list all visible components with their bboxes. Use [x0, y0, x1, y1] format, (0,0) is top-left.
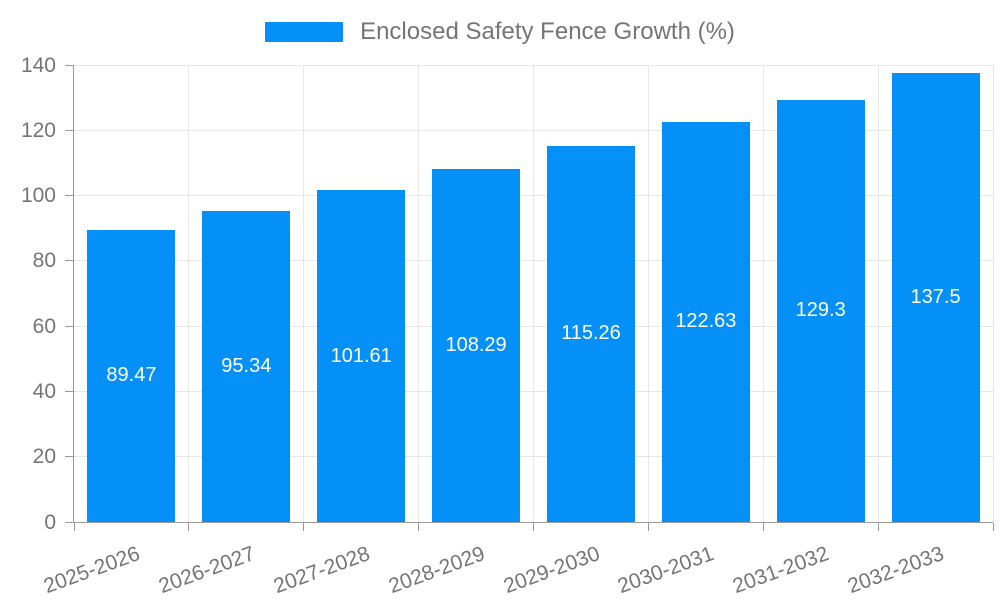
y-axis-tick-label: 0 — [44, 510, 56, 534]
y-axis-tick-label: 20 — [32, 445, 56, 469]
x-axis-tick-label: 2025-2026 — [40, 542, 143, 599]
x-gridline — [303, 65, 305, 522]
legend[interactable]: Enclosed Safety Fence Growth (%) — [0, 15, 1000, 49]
y-axis-tick-label: 100 — [20, 184, 56, 208]
y-tick — [65, 64, 73, 66]
bar[interactable]: 115.26 — [546, 145, 635, 522]
bar-value-label: 129.3 — [795, 299, 846, 322]
x-gridline — [418, 65, 420, 522]
bar-value-label: 101.61 — [330, 344, 392, 367]
bar-value-label: 108.29 — [445, 333, 507, 356]
legend-swatch — [265, 22, 344, 42]
x-gridline — [992, 65, 994, 522]
plot-area: 0 20 40 60 80 100 120 140 89.47 95.34 101.61 108.29… — [21, 55, 994, 598]
x-tick — [303, 523, 305, 531]
y-axis-tick-label: 60 — [32, 314, 56, 338]
y-axis-tick-label: 120 — [20, 118, 56, 142]
bar[interactable]: 89.47 — [87, 229, 176, 522]
y-tick — [65, 195, 73, 197]
x-tick — [992, 523, 994, 531]
x-tick — [762, 523, 764, 531]
bar[interactable]: 137.5 — [891, 73, 980, 522]
bar[interactable]: 122.63 — [661, 121, 750, 522]
x-gridline — [877, 65, 879, 522]
x-gridline — [188, 65, 190, 522]
bar[interactable]: 108.29 — [432, 168, 521, 522]
y-tick — [65, 390, 73, 392]
bar[interactable]: 101.61 — [317, 190, 406, 522]
x-tick — [418, 523, 420, 531]
x-gridline — [647, 65, 649, 522]
x-axis-tick-label: 2026-2027 — [155, 542, 258, 599]
x-axis-tick-label: 2030-2031 — [615, 542, 718, 599]
y-tick — [65, 521, 73, 523]
bar-value-label: 95.34 — [221, 354, 272, 377]
x-axis-tick-label: 2027-2028 — [270, 542, 373, 599]
y-axis-tick-label: 80 — [32, 249, 56, 273]
x-axis-tick-label: 2029-2030 — [500, 542, 603, 599]
x-gridline — [533, 65, 534, 522]
bar[interactable]: 129.3 — [776, 99, 865, 522]
y-axis-tick-label: 140 — [20, 53, 56, 77]
x-tick — [877, 523, 879, 531]
x-axis-tick-label: 2031-2032 — [729, 542, 833, 599]
x-axis-tick-label: 2028-2029 — [385, 542, 488, 599]
bar[interactable]: 95.34 — [202, 210, 291, 522]
x-tick — [647, 523, 649, 531]
x-gridline — [762, 65, 764, 522]
y-tick — [65, 325, 73, 327]
bar-value-label: 115.26 — [561, 322, 621, 345]
x-tick — [533, 523, 534, 531]
legend-label: Enclosed Safety Fence Growth (%) — [360, 18, 735, 45]
x-tick — [188, 523, 190, 531]
bar-value-label: 137.5 — [910, 286, 961, 309]
x-tick — [73, 523, 75, 531]
y-tick — [65, 456, 73, 458]
bar-value-label: 122.63 — [675, 310, 737, 333]
y-tick — [65, 129, 73, 131]
y-axis-tick-label: 40 — [32, 379, 56, 403]
bar-value-label: 89.47 — [106, 364, 157, 387]
x-axis-tick-label: 2032-2033 — [844, 542, 948, 599]
y-tick — [65, 260, 73, 262]
